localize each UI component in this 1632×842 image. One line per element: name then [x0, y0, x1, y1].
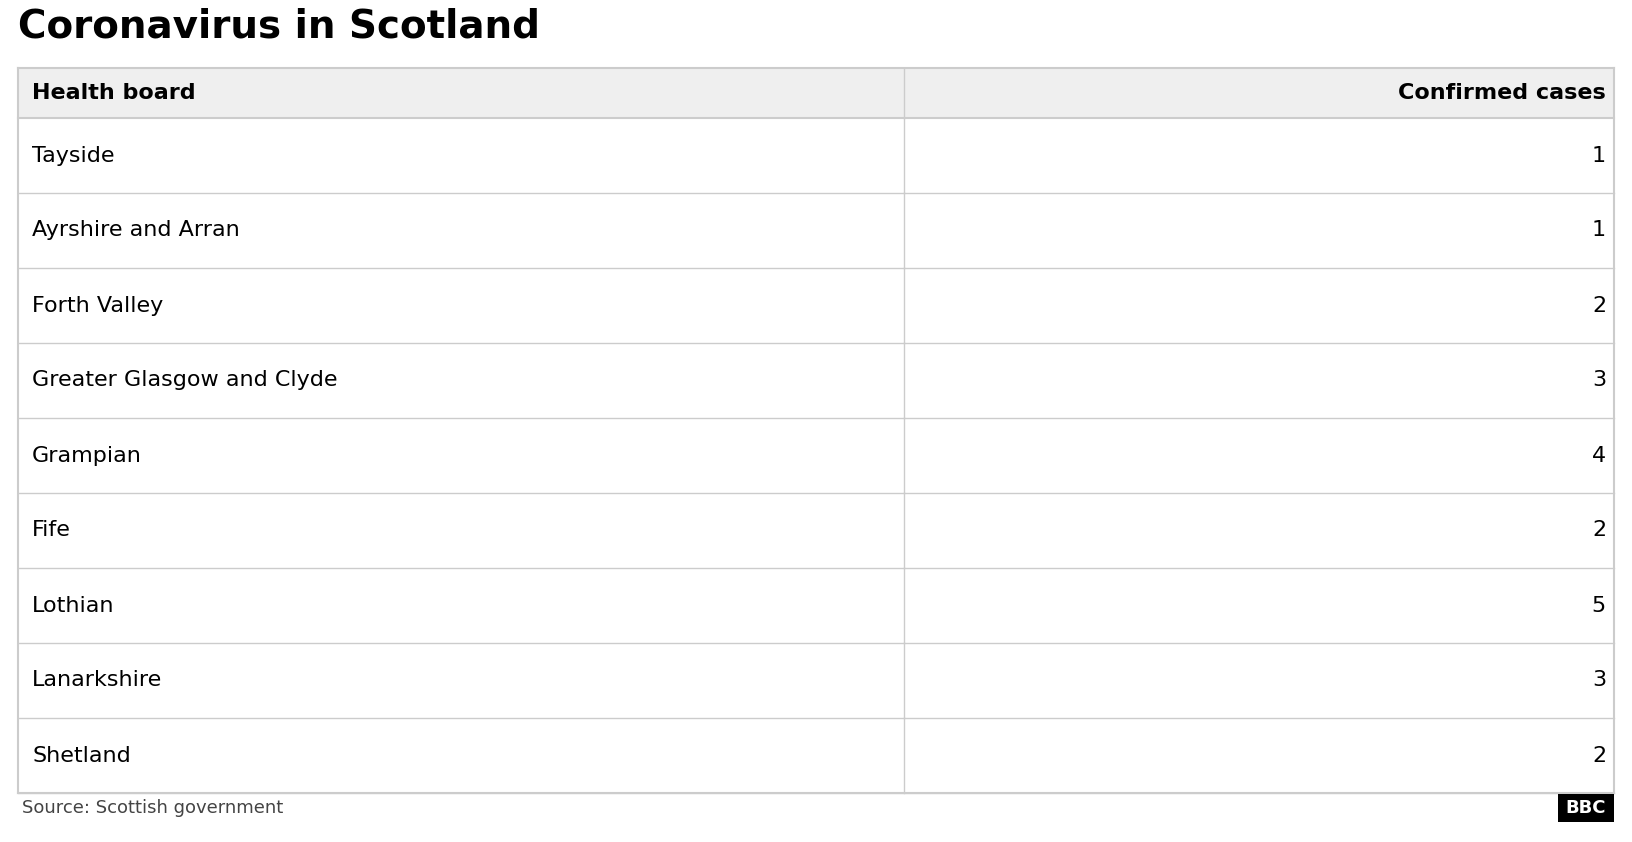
Bar — [1559, 794, 1614, 822]
Text: 3: 3 — [1591, 670, 1606, 690]
Text: 2: 2 — [1591, 745, 1606, 765]
Text: Shetland: Shetland — [33, 745, 131, 765]
Text: Health board: Health board — [33, 83, 196, 103]
Text: Coronavirus in Scotland: Coronavirus in Scotland — [18, 8, 540, 46]
Text: Forth Valley: Forth Valley — [33, 296, 163, 316]
Text: Lothian: Lothian — [33, 595, 114, 616]
Text: Source: Scottish government: Source: Scottish government — [21, 799, 284, 817]
Text: Grampian: Grampian — [33, 445, 142, 466]
Text: 2: 2 — [1591, 296, 1606, 316]
Text: Tayside: Tayside — [33, 146, 114, 166]
Text: Greater Glasgow and Clyde: Greater Glasgow and Clyde — [33, 370, 338, 391]
Text: BBC: BBC — [1565, 799, 1606, 817]
Text: Fife: Fife — [33, 520, 70, 541]
Text: 2: 2 — [1591, 520, 1606, 541]
Text: 4: 4 — [1591, 445, 1606, 466]
Text: 3: 3 — [1591, 370, 1606, 391]
Text: 5: 5 — [1591, 595, 1606, 616]
Text: Confirmed cases: Confirmed cases — [1399, 83, 1606, 103]
Text: 1: 1 — [1591, 221, 1606, 241]
Text: Lanarkshire: Lanarkshire — [33, 670, 162, 690]
Text: Ayrshire and Arran: Ayrshire and Arran — [33, 221, 240, 241]
Bar — [18, 68, 1614, 118]
Text: 1: 1 — [1591, 146, 1606, 166]
